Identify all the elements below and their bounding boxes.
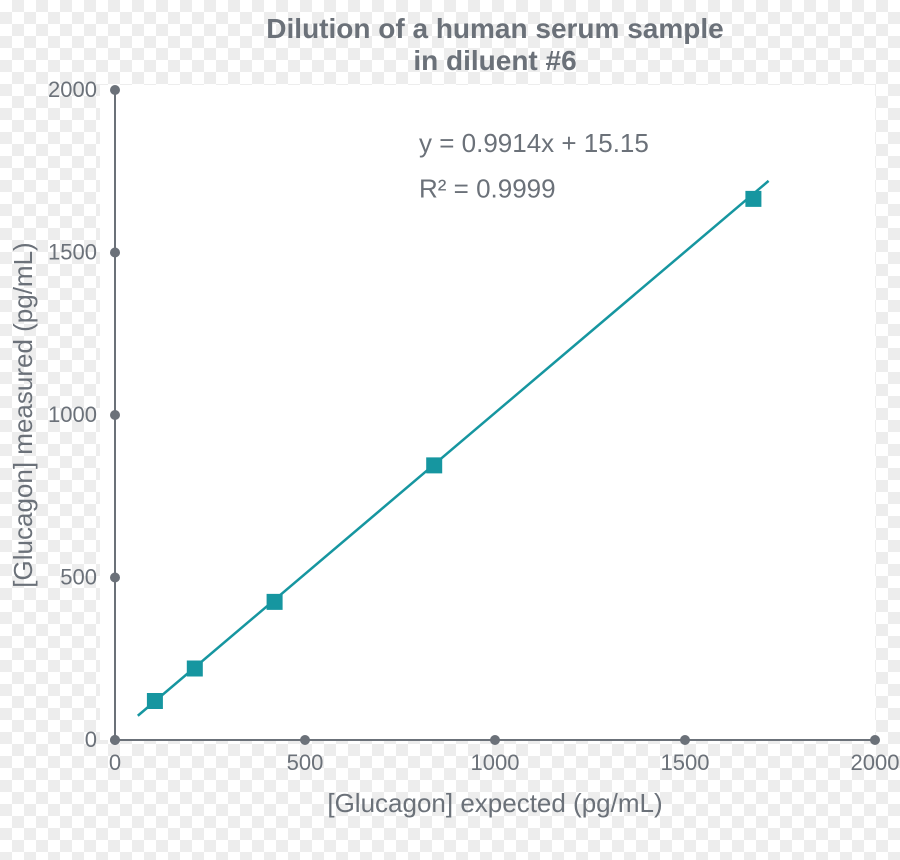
x-axis-label: [Glucagon] expected (pg/mL) bbox=[327, 788, 662, 818]
regression-line bbox=[138, 181, 769, 716]
y-tick-dot bbox=[110, 410, 120, 420]
x-tick-dot bbox=[110, 735, 120, 745]
data-point-marker bbox=[745, 191, 761, 207]
r-squared-annotation: R² = 0.9999 bbox=[419, 173, 556, 203]
y-tick-dot bbox=[110, 248, 120, 258]
y-tick-label: 1000 bbox=[48, 402, 97, 427]
y-tick-label: 1500 bbox=[48, 240, 97, 265]
y-tick-label: 500 bbox=[60, 565, 97, 590]
x-tick-label: 0 bbox=[109, 750, 121, 775]
data-point-marker bbox=[426, 457, 442, 473]
x-tick-label: 2000 bbox=[851, 750, 900, 775]
data-point-marker bbox=[147, 693, 163, 709]
x-tick-label: 1500 bbox=[661, 750, 710, 775]
x-tick-dot bbox=[490, 735, 500, 745]
x-tick-dot bbox=[870, 735, 880, 745]
x-tick-label: 1000 bbox=[471, 750, 520, 775]
y-tick-dot bbox=[110, 85, 120, 95]
chart-svg: Dilution of a human serum samplein dilue… bbox=[0, 0, 900, 860]
x-tick-dot bbox=[680, 735, 690, 745]
y-tick-label: 0 bbox=[85, 727, 97, 752]
data-point-marker bbox=[187, 661, 203, 677]
y-axis-label: [Glucagon] measured (pg/mL) bbox=[8, 242, 38, 587]
chart-title-line2: in diluent #6 bbox=[413, 45, 576, 76]
chart-title-line1: Dilution of a human serum sample bbox=[266, 13, 723, 44]
data-point-marker bbox=[267, 594, 283, 610]
x-tick-label: 500 bbox=[287, 750, 324, 775]
y-tick-label: 2000 bbox=[48, 77, 97, 102]
y-tick-dot bbox=[110, 573, 120, 583]
equation-annotation: y = 0.9914x + 15.15 bbox=[419, 128, 649, 158]
x-tick-dot bbox=[300, 735, 310, 745]
